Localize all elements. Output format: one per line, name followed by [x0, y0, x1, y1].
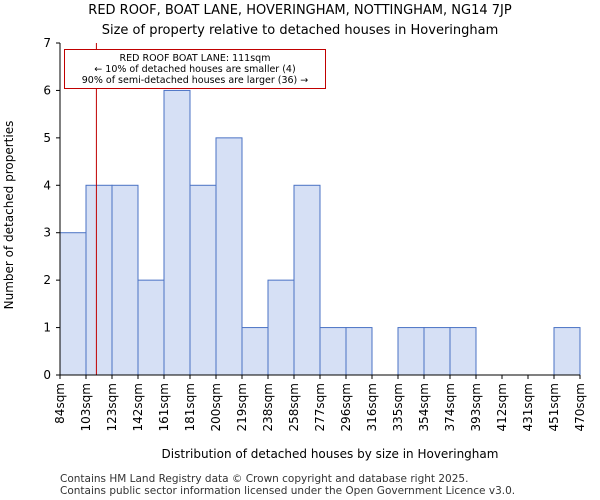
- histogram-bar: [319, 327, 347, 376]
- chart-title-line2: Size of property relative to detached ho…: [101, 23, 499, 38]
- x-tick-label: 412sqm: [495, 383, 509, 431]
- x-tick-label: 238sqm: [261, 383, 275, 431]
- x-tick-label: 277sqm: [313, 383, 327, 431]
- y-tick-label: 1: [43, 321, 51, 335]
- histogram-bar: [215, 137, 243, 376]
- annotation-line1: RED ROOF BOAT LANE: 111sqm: [119, 53, 271, 64]
- x-tick-label: 335sqm: [391, 383, 405, 431]
- x-tick-label: 393sqm: [469, 383, 483, 431]
- x-tick-label: 354sqm: [417, 383, 431, 431]
- annotation-box: RED ROOF BOAT LANE: 111sqm ← 10% of deta…: [64, 49, 326, 89]
- y-tick-label: 5: [43, 131, 51, 145]
- y-tick-label: 2: [43, 273, 51, 287]
- histogram-bar: [59, 232, 87, 376]
- annotation-line2: ← 10% of detached houses are smaller (4): [94, 64, 296, 75]
- annotation-line3: 90% of semi-detached houses are larger (…: [81, 75, 309, 86]
- histogram-bar: [111, 184, 139, 376]
- histogram-bar: [345, 327, 373, 376]
- histogram-bar: [423, 327, 451, 376]
- histogram-bar: [241, 327, 269, 376]
- histogram-bar: [397, 327, 425, 376]
- histogram-bar: [189, 184, 217, 376]
- y-tick-label: 4: [43, 178, 51, 192]
- histogram-bar: [449, 327, 477, 376]
- x-tick-label: 181sqm: [183, 383, 197, 431]
- x-tick-label: 470sqm: [573, 383, 587, 431]
- y-tick-label: 3: [43, 226, 51, 240]
- chart-title-line1: RED ROOF, BOAT LANE, HOVERINGHAM, NOTTIN…: [88, 3, 512, 18]
- histogram-bar: [85, 184, 113, 376]
- histogram-bar: [293, 184, 321, 376]
- histogram-bar: [267, 279, 295, 376]
- x-tick-label: 219sqm: [235, 383, 249, 431]
- footer-copyright: Contains HM Land Registry data © Crown c…: [60, 473, 469, 485]
- footer-licence: Contains public sector information licen…: [60, 485, 516, 497]
- histogram-bar: [137, 279, 165, 376]
- x-tick-label: 258sqm: [287, 383, 301, 431]
- x-tick-label: 296sqm: [339, 383, 353, 431]
- x-tick-label: 161sqm: [157, 383, 171, 431]
- x-tick-label: 84sqm: [53, 383, 67, 424]
- x-tick-label: 103sqm: [79, 383, 93, 431]
- x-tick-label: 451sqm: [547, 383, 561, 431]
- x-axis-label: Distribution of detached houses by size …: [162, 447, 499, 461]
- y-axis-label: Number of detached properties: [2, 121, 16, 310]
- x-tick-label: 142sqm: [131, 383, 145, 431]
- histogram-bar: [163, 89, 191, 376]
- x-tick-label: 431sqm: [521, 383, 535, 431]
- x-tick-label: 123sqm: [105, 383, 119, 431]
- x-tick-label: 374sqm: [443, 383, 457, 431]
- x-tick-label: 316sqm: [365, 383, 379, 431]
- x-tick-label: 200sqm: [209, 383, 223, 431]
- y-tick-label: 0: [43, 368, 51, 382]
- y-tick-label: 6: [43, 83, 51, 97]
- y-tick-label: 7: [43, 36, 51, 50]
- histogram-bar: [553, 327, 581, 376]
